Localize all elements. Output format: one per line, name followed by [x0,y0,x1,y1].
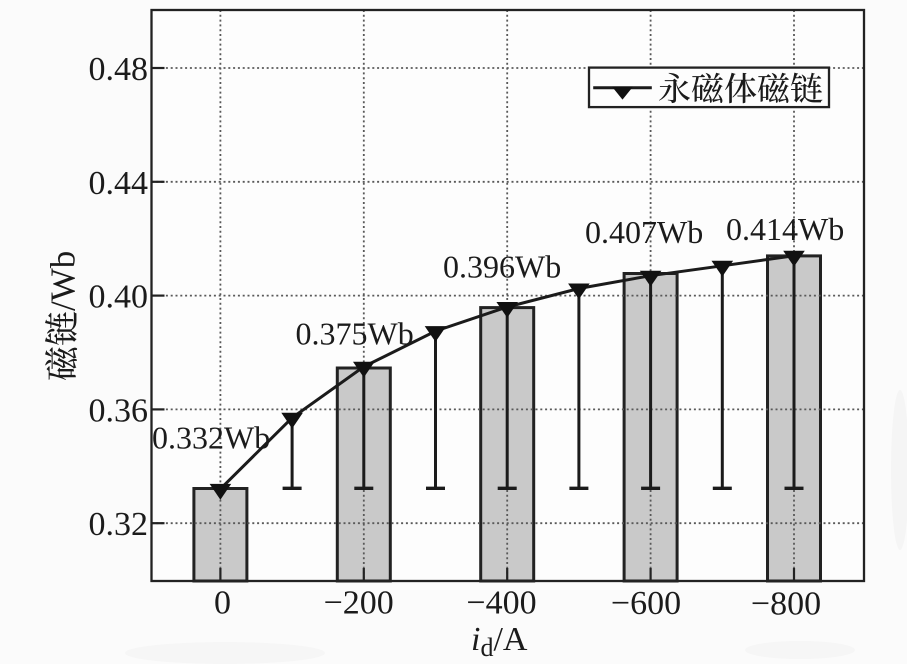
svg-text:0: 0 [214,585,231,622]
svg-text:0.32: 0.32 [89,506,149,543]
svg-text:0.407Wb: 0.407Wb [585,214,703,250]
svg-text:−600: −600 [611,585,681,622]
svg-text:id/A: id/A [471,621,528,662]
svg-text:0.48: 0.48 [89,51,149,88]
svg-text:0.332Wb: 0.332Wb [152,420,270,456]
svg-text:−800: −800 [751,586,821,623]
svg-text:/Wb: /Wb [44,251,83,311]
svg-text:0.375Wb: 0.375Wb [296,316,414,352]
svg-text:−400: −400 [466,585,536,622]
svg-text:−200: −200 [324,585,394,622]
svg-text:0.44: 0.44 [89,165,149,202]
svg-text:0.40: 0.40 [89,279,149,316]
svg-text:0.36: 0.36 [89,392,149,429]
svg-text:0.414Wb: 0.414Wb [726,211,844,247]
svg-text:0.396Wb: 0.396Wb [443,249,561,285]
